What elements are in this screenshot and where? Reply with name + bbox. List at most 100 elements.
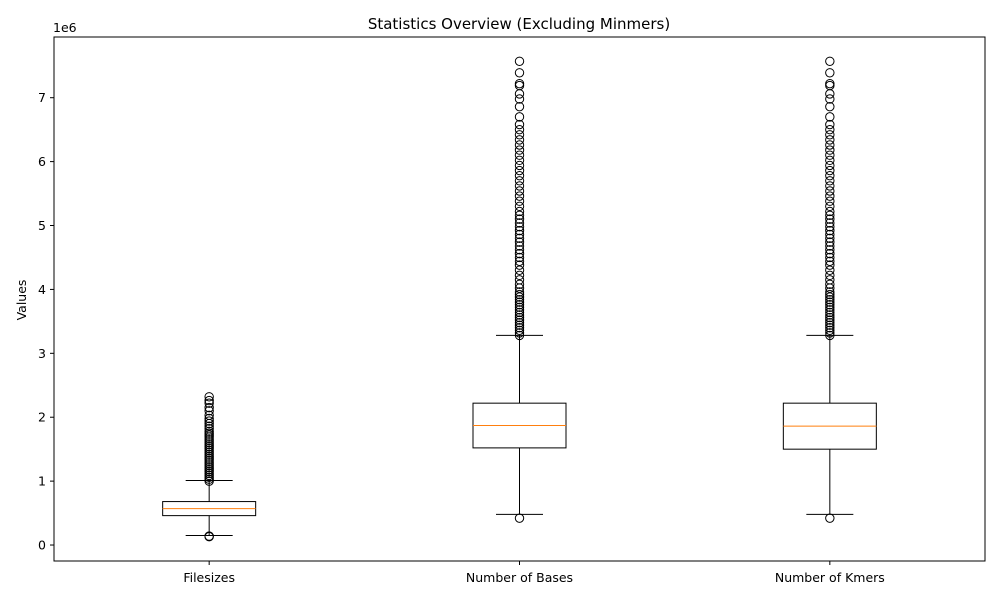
y-axis-offset-label: 1e6: [53, 20, 77, 35]
outlier-point: [204, 392, 214, 402]
outlier-point: [514, 248, 525, 259]
outlier-point: [204, 410, 214, 421]
outlier-point: [204, 413, 214, 424]
outlier-point: [514, 237, 525, 247]
x-tick-label: Number of Bases: [466, 570, 573, 585]
outlier-point: [825, 302, 835, 313]
outlier-point: [825, 101, 835, 112]
outlier-point: [514, 260, 525, 270]
outlier-point: [514, 181, 525, 191]
outlier-point: [825, 176, 835, 186]
outlier-point: [514, 310, 525, 320]
y-axis-label: Values: [14, 280, 29, 321]
outlier-point: [514, 292, 525, 302]
outlier-point: [514, 214, 525, 224]
outlier-point: [825, 229, 835, 240]
outlier-point: [514, 160, 525, 171]
outlier-point: [514, 80, 525, 91]
y-tick-label: 5: [38, 218, 46, 233]
outlier-point: [514, 307, 525, 318]
outlier-point: [825, 270, 835, 281]
outlier-point: [514, 252, 525, 263]
outlier-point: [825, 130, 835, 140]
outlier-point: [514, 279, 525, 290]
outlier-point: [514, 68, 525, 78]
outlier-point: [825, 56, 835, 66]
outlier-point: [514, 297, 525, 307]
outlier-point: [825, 165, 835, 176]
box-group: [782, 56, 877, 523]
outlier-point: [825, 196, 835, 206]
outlier-point: [514, 191, 525, 201]
outlier-point: [514, 320, 525, 330]
outlier-point: [825, 305, 835, 315]
outlier-point: [825, 170, 835, 181]
outlier-point: [825, 210, 835, 220]
outlier-point: [825, 289, 835, 300]
outlier-point: [825, 252, 835, 263]
outlier-point: [514, 186, 525, 196]
outlier-point: [514, 145, 525, 155]
outlier-point: [825, 218, 835, 228]
outlier-point: [825, 328, 835, 338]
outlier-point: [825, 323, 835, 333]
outlier-point: [825, 237, 835, 247]
outlier-point: [825, 206, 835, 217]
y-tick-label: 4: [38, 282, 46, 297]
outlier-point: [825, 248, 835, 259]
outlier-point: [204, 531, 214, 541]
plot-area: [162, 56, 877, 542]
outlier-point: [514, 312, 525, 323]
outlier-point: [514, 218, 525, 228]
outlier-point: [514, 325, 525, 336]
outlier-point: [514, 222, 525, 232]
y-tick-label: 7: [38, 90, 46, 105]
outlier-point: [825, 294, 835, 305]
y-tick-label: 3: [38, 346, 46, 361]
outlier-point: [514, 256, 525, 266]
outlier-point: [825, 310, 835, 320]
outlier-point: [514, 302, 525, 313]
y-tick-label: 6: [38, 154, 46, 169]
outlier-point: [825, 315, 835, 325]
outlier-point: [514, 317, 525, 328]
outlier-point: [825, 201, 835, 212]
outlier-point: [825, 80, 835, 91]
outlier-point: [514, 270, 525, 281]
outlier-point: [514, 287, 525, 297]
outlier-point: [825, 279, 835, 290]
outlier-point: [514, 150, 525, 160]
outlier-point: [825, 325, 835, 336]
outlier-point: [514, 210, 525, 220]
outlier-point: [514, 135, 525, 145]
outlier-point: [514, 165, 525, 176]
outlier-point: [825, 191, 835, 201]
outlier-point: [825, 300, 835, 310]
outlier-point: [514, 130, 525, 140]
outlier-point: [825, 245, 835, 255]
outlier-point: [204, 424, 214, 434]
x-tick-label: Filesizes: [183, 570, 235, 585]
y-tick-label: 1: [38, 474, 46, 489]
outlier-point: [514, 196, 525, 206]
box-group: [472, 56, 567, 523]
outlier-point: [514, 300, 525, 310]
outlier-point: [825, 307, 835, 318]
outlier-point: [204, 402, 214, 413]
outlier-point: [825, 89, 835, 99]
outlier-point: [514, 78, 525, 89]
outlier-point: [825, 68, 835, 78]
outlier-point: [825, 275, 835, 285]
outlier-point: [514, 265, 525, 275]
outlier-point: [825, 135, 835, 145]
outlier-point: [204, 406, 214, 416]
outlier-point: [825, 287, 835, 297]
outlier-point: [825, 78, 835, 89]
outlier-point: [514, 94, 525, 104]
outlier-point: [825, 241, 835, 251]
outlier-point: [514, 513, 525, 523]
outlier-point: [514, 323, 525, 333]
box-group: [162, 392, 257, 542]
outlier-point: [514, 112, 525, 122]
